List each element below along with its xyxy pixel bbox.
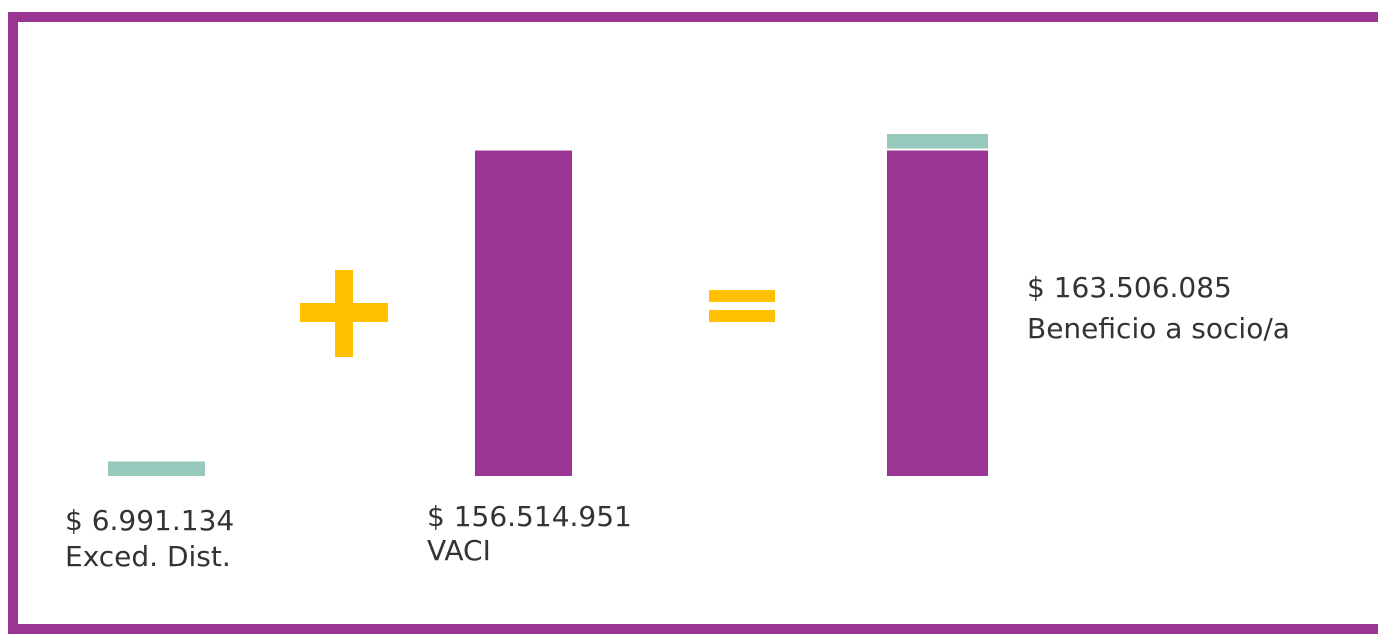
bar <box>475 150 572 476</box>
frame <box>8 12 1378 634</box>
value-label: $ 6.991.134 <box>65 504 234 537</box>
value-label: $ 156.514.951 <box>427 500 632 533</box>
equals-sign <box>709 290 775 322</box>
plus-sign <box>300 270 388 357</box>
category-label: Beneficio a socio/a <box>1027 312 1290 345</box>
value-label: $ 163.506.085 <box>1027 271 1232 304</box>
bar-segment <box>887 134 988 149</box>
bar <box>108 461 205 476</box>
category-label: VACI <box>427 534 491 567</box>
category-label: Exced. Dist. <box>65 540 231 573</box>
bar-segment <box>887 150 988 476</box>
